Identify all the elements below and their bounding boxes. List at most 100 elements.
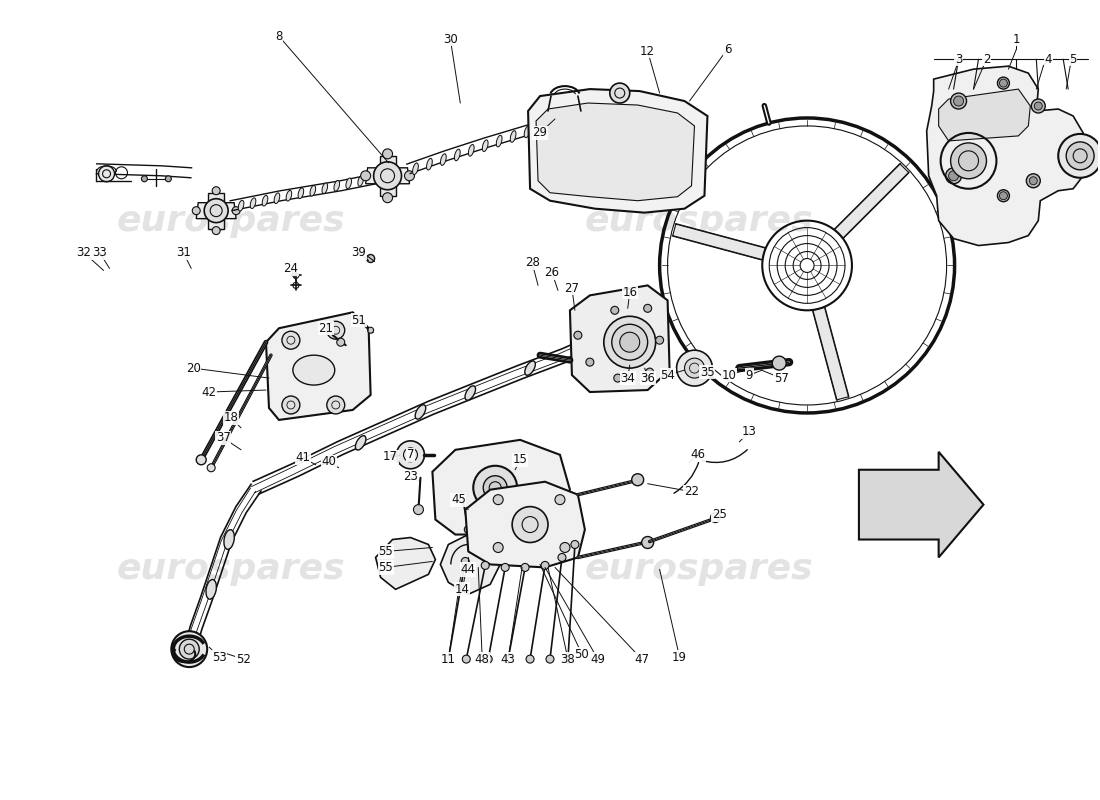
- Polygon shape: [375, 538, 436, 590]
- Ellipse shape: [496, 135, 502, 147]
- Polygon shape: [673, 224, 766, 260]
- Text: 40: 40: [321, 455, 337, 468]
- Text: 51: 51: [351, 314, 366, 326]
- Polygon shape: [440, 534, 500, 594]
- Circle shape: [414, 505, 424, 514]
- Circle shape: [484, 655, 492, 663]
- Text: 57: 57: [773, 371, 789, 385]
- Circle shape: [179, 639, 199, 659]
- Text: 13: 13: [741, 426, 757, 438]
- Circle shape: [684, 358, 704, 378]
- Circle shape: [444, 655, 452, 663]
- Polygon shape: [465, 482, 585, 567]
- Polygon shape: [813, 307, 848, 400]
- Text: 4: 4: [1045, 53, 1052, 66]
- Circle shape: [631, 474, 644, 486]
- Circle shape: [546, 655, 554, 663]
- Circle shape: [1000, 192, 1008, 200]
- Circle shape: [172, 631, 207, 667]
- Ellipse shape: [250, 198, 256, 209]
- Text: 37: 37: [216, 431, 231, 444]
- Circle shape: [462, 655, 471, 663]
- Circle shape: [207, 464, 216, 472]
- Circle shape: [513, 506, 548, 542]
- Ellipse shape: [345, 178, 352, 189]
- Circle shape: [493, 542, 503, 553]
- Ellipse shape: [427, 158, 432, 170]
- Circle shape: [327, 396, 344, 414]
- Circle shape: [556, 494, 565, 505]
- Text: 52: 52: [235, 653, 251, 666]
- Ellipse shape: [412, 163, 418, 174]
- Circle shape: [337, 338, 344, 346]
- Circle shape: [282, 396, 300, 414]
- Polygon shape: [365, 168, 409, 184]
- Circle shape: [282, 331, 300, 349]
- Text: 43: 43: [500, 653, 516, 666]
- Circle shape: [950, 93, 967, 109]
- Circle shape: [212, 226, 220, 234]
- Circle shape: [641, 537, 653, 549]
- Circle shape: [644, 304, 651, 312]
- Polygon shape: [570, 286, 670, 392]
- Circle shape: [1034, 102, 1043, 110]
- Text: eurospares: eurospares: [117, 204, 345, 238]
- Text: 8: 8: [275, 30, 283, 42]
- Text: 42: 42: [201, 386, 217, 398]
- Circle shape: [367, 327, 374, 334]
- Ellipse shape: [262, 195, 267, 206]
- Circle shape: [711, 513, 720, 522]
- Circle shape: [772, 356, 786, 370]
- Text: 26: 26: [544, 266, 560, 279]
- Circle shape: [609, 83, 629, 103]
- Ellipse shape: [469, 145, 474, 156]
- Ellipse shape: [322, 183, 328, 194]
- Circle shape: [1032, 99, 1045, 113]
- Ellipse shape: [298, 188, 304, 198]
- Text: 29: 29: [532, 126, 548, 139]
- Circle shape: [526, 655, 535, 663]
- Circle shape: [586, 358, 594, 366]
- Text: 21: 21: [318, 322, 333, 334]
- Text: 55: 55: [378, 561, 393, 574]
- Circle shape: [571, 541, 579, 549]
- Ellipse shape: [286, 190, 292, 201]
- Ellipse shape: [224, 530, 234, 550]
- Polygon shape: [859, 452, 983, 558]
- Ellipse shape: [552, 117, 558, 129]
- Text: 19: 19: [672, 650, 688, 664]
- Circle shape: [558, 554, 565, 562]
- Circle shape: [954, 96, 964, 106]
- Ellipse shape: [483, 140, 488, 151]
- Circle shape: [604, 316, 656, 368]
- Circle shape: [366, 254, 375, 262]
- Text: 36: 36: [640, 371, 656, 385]
- Circle shape: [99, 166, 114, 182]
- Circle shape: [212, 186, 220, 194]
- Text: 15: 15: [513, 454, 528, 466]
- Text: 39: 39: [351, 246, 366, 259]
- Circle shape: [396, 441, 425, 469]
- Circle shape: [481, 562, 490, 570]
- Text: 33: 33: [92, 246, 107, 259]
- Polygon shape: [938, 89, 1031, 141]
- Ellipse shape: [415, 405, 426, 419]
- Polygon shape: [379, 156, 396, 196]
- Text: 32: 32: [76, 246, 91, 259]
- Text: 5: 5: [1069, 53, 1077, 66]
- Ellipse shape: [454, 149, 460, 161]
- Text: 10: 10: [722, 369, 737, 382]
- Circle shape: [998, 190, 1010, 202]
- Circle shape: [646, 368, 653, 376]
- Circle shape: [1066, 142, 1094, 170]
- Circle shape: [656, 336, 663, 344]
- Circle shape: [998, 77, 1010, 89]
- Ellipse shape: [538, 122, 543, 133]
- Circle shape: [464, 526, 472, 534]
- Circle shape: [232, 206, 240, 214]
- Text: 47: 47: [635, 653, 649, 666]
- Text: 16: 16: [623, 286, 637, 299]
- Circle shape: [946, 168, 961, 184]
- Polygon shape: [208, 193, 224, 229]
- Text: 48: 48: [475, 653, 490, 666]
